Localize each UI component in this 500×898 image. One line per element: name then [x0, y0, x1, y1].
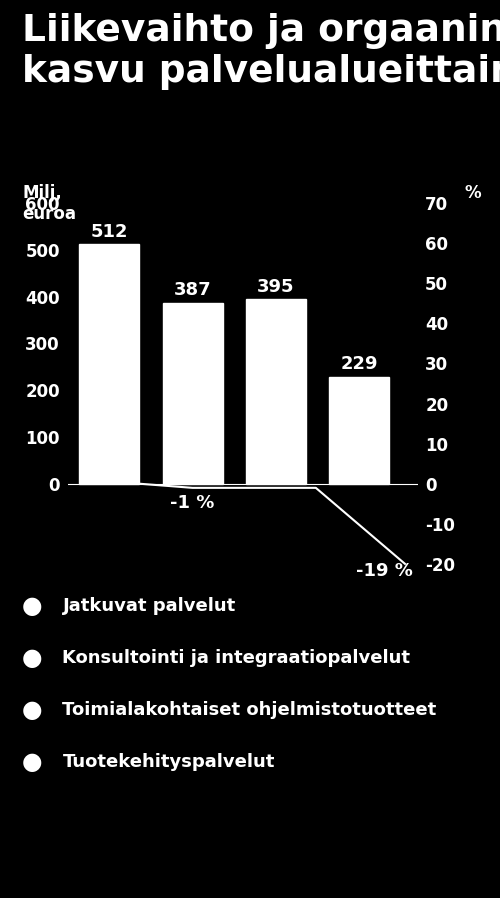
Text: ●: ●	[22, 594, 43, 618]
Bar	[246, 299, 306, 484]
Text: ●: ●	[22, 699, 43, 722]
Text: Tuotekehityspalvelut: Tuotekehityspalvelut	[62, 753, 275, 771]
Text: 395: 395	[257, 277, 294, 295]
Text: 512: 512	[90, 223, 128, 241]
Text: Jatkuvat palvelut: Jatkuvat palvelut	[62, 597, 236, 615]
Text: ●: ●	[22, 647, 43, 670]
Text: ●: ●	[22, 751, 43, 774]
Text: 229: 229	[340, 356, 378, 374]
Text: 387: 387	[174, 281, 212, 299]
Bar	[79, 244, 139, 484]
Text: -19 %: -19 %	[356, 562, 412, 580]
Text: Milj,
euroa: Milj, euroa	[22, 184, 76, 223]
Text: %: %	[464, 184, 481, 202]
Text: Toimialakohtaiset ohjelmistotuotteet: Toimialakohtaiset ohjelmistotuotteet	[62, 701, 437, 719]
Bar	[329, 376, 389, 484]
Bar	[162, 303, 222, 484]
Text: -1 %: -1 %	[170, 495, 214, 513]
Text: Konsultointi ja integraatiopalvelut: Konsultointi ja integraatiopalvelut	[62, 649, 410, 667]
Text: Liikevaihto ja orgaaninen
kasvu palvelualueittain: Liikevaihto ja orgaaninen kasvu palvelua…	[22, 13, 500, 90]
